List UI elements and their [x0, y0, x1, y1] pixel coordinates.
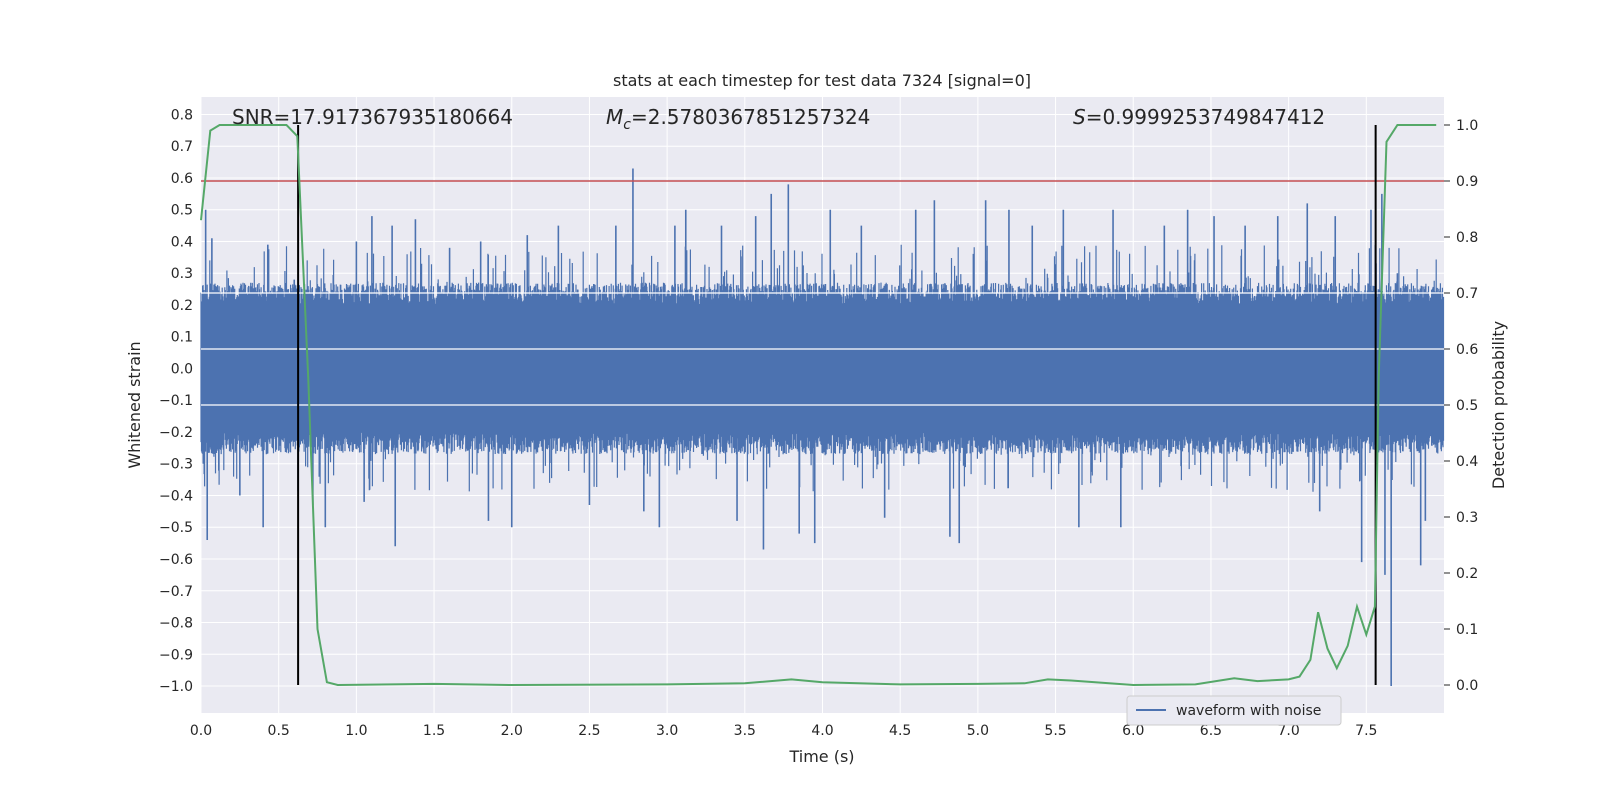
y-left-tick-label: −0.7	[159, 584, 193, 600]
chirp-mass-value: =2.5780367851257324	[631, 105, 870, 129]
y-left-tick-label: −0.1	[159, 393, 193, 409]
snr-annotation: SNR=17.917367935180664	[232, 105, 513, 129]
y-right-tick-label: 0.7	[1456, 286, 1478, 302]
y-left-tick-label: 0.4	[171, 234, 193, 250]
x-tick-label: 0.5	[268, 723, 290, 739]
x-tick-label: 4.0	[811, 723, 833, 739]
x-tick-label: 5.0	[967, 723, 989, 739]
y-left-tick-label: 0.6	[171, 171, 193, 187]
y-right-tick-label: 0.1	[1456, 622, 1478, 638]
y-left-tick-label: 0.2	[171, 298, 193, 314]
y-right-tick-label: 0.5	[1456, 398, 1478, 414]
x-tick-label: 1.5	[423, 723, 445, 739]
y-right-tick-label: 0.0	[1456, 678, 1478, 694]
y-axis-left-label: Whitened strain	[125, 341, 144, 468]
y-left-tick-label: −0.4	[159, 488, 193, 504]
significance-symbol: S	[1073, 105, 1086, 129]
probability-series-line	[200, 124, 1437, 687]
y-left-tick-label: −0.5	[159, 520, 193, 536]
y-left-tick-label: 0.7	[171, 139, 193, 155]
legend: waveform with noise	[1126, 695, 1342, 726]
x-tick-label: 6.5	[1200, 723, 1222, 739]
x-tick-label: 6.0	[1122, 723, 1144, 739]
x-tick-label: 7.5	[1355, 723, 1377, 739]
y-left-tick-label: −0.9	[159, 647, 193, 663]
y-left-tick-label: 0.1	[171, 330, 193, 346]
x-tick-label: 1.0	[345, 723, 367, 739]
x-axis-label: Time (s)	[788, 747, 854, 766]
y-left-tick-label: −1.0	[159, 679, 193, 695]
x-tick-label: 0.0	[190, 723, 212, 739]
chirp-mass-symbol: M	[606, 105, 623, 129]
significance-annotation: S=0.9999253749847412	[1073, 105, 1325, 129]
chart-title: stats at each timestep for test data 732…	[613, 71, 1031, 90]
y-axis-right-ticks: 1.0 0.9 0.8 0.7 0.6 0.5 0.4 0.3 0.2 0.1 0.0	[1444, 118, 1478, 694]
y-right-tick-label: 0.6	[1456, 342, 1478, 358]
x-tick-label: 2.5	[578, 723, 600, 739]
x-tick-label: 3.0	[656, 723, 678, 739]
x-tick-label: 7.0	[1277, 723, 1299, 739]
y-right-tick-label: 0.4	[1456, 454, 1478, 470]
y-left-tick-label: −0.6	[159, 552, 193, 568]
strain-series	[200, 168, 1445, 687]
y-left-tick-label: −0.3	[159, 457, 193, 473]
y-left-tick-label: −0.8	[159, 616, 193, 632]
y-right-tick-label: 0.9	[1456, 174, 1478, 190]
x-tick-label: 3.5	[734, 723, 756, 739]
x-tick-label: 5.5	[1044, 723, 1066, 739]
y-axis-left-ticks: 0.8 0.7 0.6 0.5 0.4 0.3 0.2 0.1 0.0 −0.1 −0.2 −0.3 −…	[159, 107, 193, 695]
chirp-mass-subscript: c	[623, 117, 631, 133]
y-left-tick-label: 0.5	[171, 203, 193, 219]
x-axis-ticks: 0.0 0.5 1.0 1.5 2.0 2.5 3.0 3.5 4.0 4.5 5.0 5.5 6.0 6…	[190, 723, 1378, 739]
strain-core-band	[201, 304, 1444, 432]
y-left-tick-label: 0.8	[171, 107, 193, 123]
y-axis-right-label: Detection probability	[1489, 321, 1508, 489]
chirp-mass-annotation: Mc=2.5780367851257324	[606, 105, 870, 133]
y-left-tick-label: −0.2	[159, 425, 193, 441]
legend-label-waveform: waveform with noise	[1176, 703, 1321, 719]
y-right-tick-label: 0.2	[1456, 566, 1478, 582]
y-right-tick-label: 0.3	[1456, 510, 1478, 526]
x-tick-label: 4.5	[889, 723, 911, 739]
y-left-tick-label: 0.3	[171, 266, 193, 282]
y-right-tick-label: 1.0	[1456, 118, 1478, 134]
significance-value: =0.9999253749847412	[1086, 105, 1325, 129]
legend-box	[1126, 695, 1342, 726]
y-left-tick-label: 0.0	[171, 361, 193, 377]
x-tick-label: 2.0	[501, 723, 523, 739]
y-right-tick-label: 0.8	[1456, 230, 1478, 246]
